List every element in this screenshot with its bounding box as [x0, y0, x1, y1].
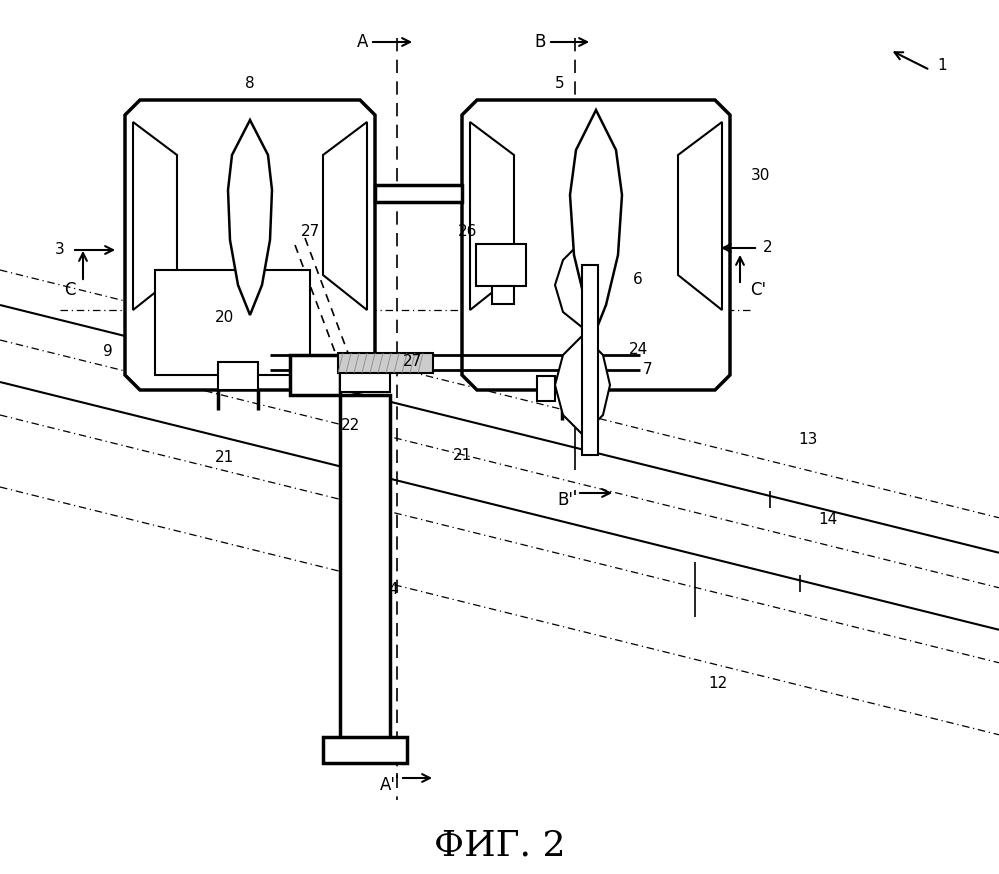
Bar — [537, 376, 555, 401]
Text: 27: 27 — [301, 225, 320, 239]
Text: 22: 22 — [341, 418, 360, 433]
Text: 2: 2 — [763, 240, 773, 255]
Polygon shape — [228, 120, 272, 315]
Text: 8: 8 — [245, 75, 255, 91]
Text: B: B — [534, 33, 545, 51]
Text: C: C — [64, 281, 76, 299]
Polygon shape — [323, 122, 367, 310]
Text: 5: 5 — [555, 75, 564, 91]
Text: 20: 20 — [216, 310, 235, 325]
Polygon shape — [555, 335, 610, 435]
Text: ФИГ. 2: ФИГ. 2 — [435, 828, 565, 862]
Bar — [338, 353, 433, 373]
Bar — [155, 270, 310, 375]
Bar — [492, 286, 514, 304]
Text: 12: 12 — [708, 676, 727, 690]
Polygon shape — [555, 240, 610, 328]
Text: A: A — [358, 33, 369, 51]
Polygon shape — [133, 122, 177, 310]
Text: 7: 7 — [643, 363, 652, 378]
Text: 27: 27 — [404, 355, 423, 370]
Text: 3: 3 — [55, 242, 65, 258]
Text: 21: 21 — [453, 447, 472, 462]
Text: B': B' — [557, 491, 573, 509]
Bar — [340, 358, 390, 392]
Bar — [323, 737, 407, 763]
Polygon shape — [570, 110, 622, 330]
Polygon shape — [678, 122, 722, 310]
Text: A': A' — [380, 776, 396, 794]
Text: C': C' — [750, 281, 766, 299]
Bar — [340, 395, 390, 755]
Text: 14: 14 — [818, 512, 837, 528]
Text: 26: 26 — [459, 225, 478, 239]
Text: 6: 6 — [633, 273, 643, 288]
Text: 1: 1 — [937, 59, 947, 73]
Bar — [218, 362, 258, 390]
Bar — [375, 185, 462, 202]
Polygon shape — [462, 100, 730, 390]
Bar — [290, 355, 340, 395]
Polygon shape — [125, 100, 375, 390]
Text: 13: 13 — [798, 433, 818, 447]
Text: 30: 30 — [750, 168, 769, 183]
Bar — [476, 244, 526, 286]
Polygon shape — [470, 122, 514, 310]
Text: 9: 9 — [103, 344, 113, 359]
Text: 21: 21 — [216, 450, 235, 466]
Text: 4: 4 — [389, 582, 398, 598]
Bar — [582, 265, 598, 455]
Text: 24: 24 — [628, 343, 647, 357]
